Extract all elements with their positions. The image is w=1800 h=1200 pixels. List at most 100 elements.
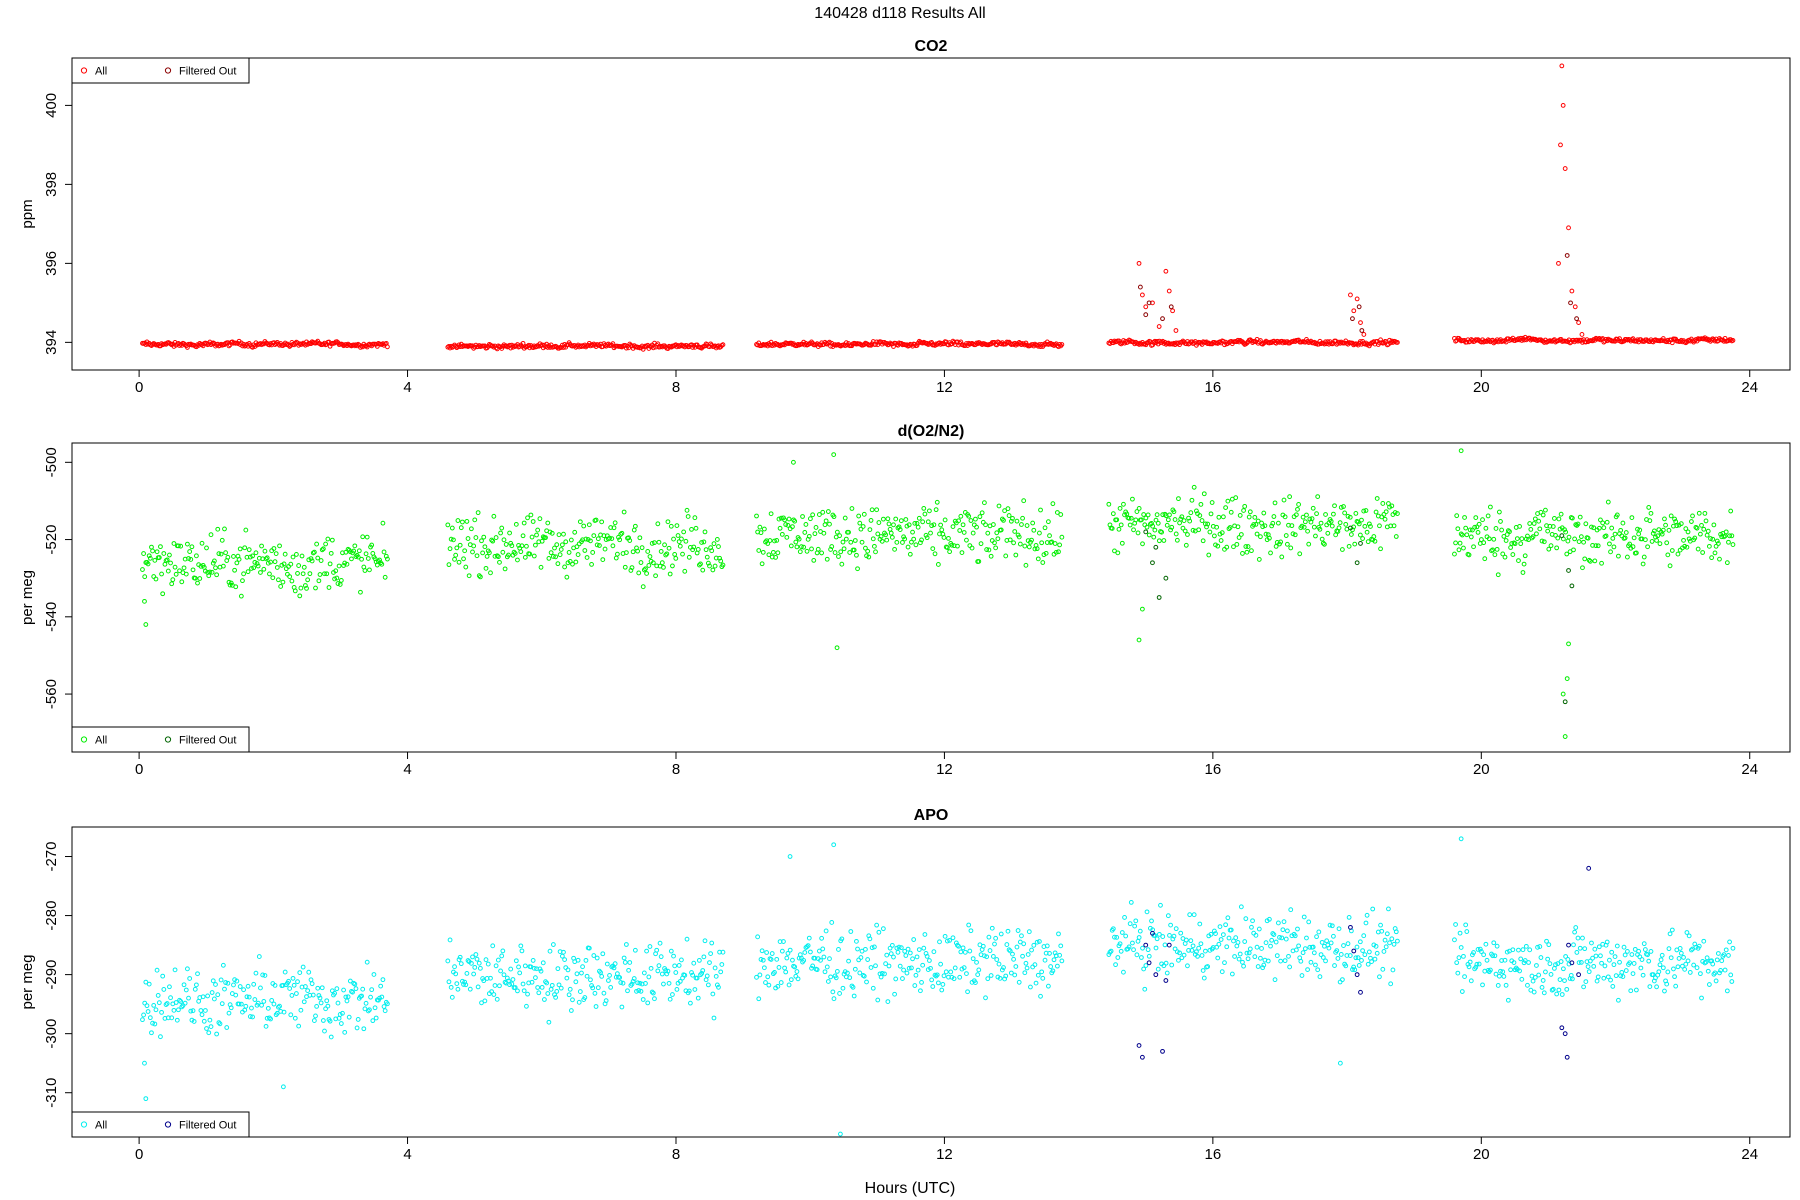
data-point	[310, 992, 316, 998]
data-point	[955, 543, 960, 549]
data-point	[1189, 947, 1195, 953]
data-point	[1015, 928, 1021, 933]
data-point	[1539, 984, 1545, 990]
data-point	[354, 1025, 360, 1031]
data-point	[1339, 977, 1345, 983]
data-point	[1347, 953, 1353, 958]
data-point	[573, 979, 579, 985]
data-point	[1208, 931, 1214, 937]
data-point	[1237, 951, 1243, 957]
data-point	[1328, 518, 1334, 524]
data-point	[1026, 929, 1032, 935]
y-axis-label: ppm	[19, 199, 36, 228]
data-point	[506, 552, 511, 558]
data-point	[1545, 956, 1551, 962]
data-point	[1263, 531, 1269, 537]
data-point	[1145, 512, 1151, 518]
data-point	[1131, 947, 1136, 953]
data-point	[1190, 943, 1196, 949]
data-point	[176, 1007, 181, 1013]
data-point	[1327, 922, 1333, 928]
data-point	[1149, 918, 1154, 924]
data-point	[720, 949, 726, 955]
data-point	[1325, 530, 1331, 536]
y-tick-label: -540	[43, 602, 60, 632]
data-point	[1589, 524, 1594, 530]
data-point	[902, 948, 908, 954]
data-point	[1336, 525, 1342, 531]
data-point	[1550, 986, 1556, 992]
data-point	[1712, 970, 1718, 976]
data-point	[980, 943, 986, 949]
data-point	[1576, 972, 1582, 978]
data-point	[211, 558, 217, 564]
data-point	[536, 990, 542, 996]
data-point	[1673, 519, 1679, 524]
data-point	[985, 976, 991, 982]
data-point	[1491, 536, 1497, 542]
data-point	[574, 544, 580, 550]
data-point	[1007, 537, 1013, 543]
data-point	[653, 573, 658, 579]
data-point	[683, 538, 689, 544]
data-point	[1323, 958, 1328, 964]
data-point	[1523, 943, 1529, 949]
data-point	[761, 965, 767, 971]
data-point	[501, 537, 507, 543]
data-point	[588, 538, 593, 544]
data-point	[1033, 980, 1039, 986]
data-point	[1599, 960, 1604, 966]
data-point	[1298, 958, 1304, 964]
data-point	[813, 525, 819, 530]
data-point	[833, 975, 839, 981]
data-point	[687, 1000, 693, 1006]
data-point	[541, 997, 547, 1002]
data-point	[474, 553, 480, 559]
data-point	[561, 949, 566, 955]
data-point	[509, 981, 515, 987]
data-point	[1057, 952, 1063, 958]
data-point	[904, 970, 910, 976]
data-point	[756, 548, 762, 553]
data-point	[150, 1020, 155, 1026]
data-point	[907, 551, 913, 557]
data-point	[1200, 538, 1206, 544]
data-point	[914, 343, 920, 348]
data-point	[1724, 988, 1730, 994]
data-point	[766, 982, 772, 988]
data-point	[768, 511, 774, 517]
data-point	[1631, 961, 1637, 966]
data-point	[497, 983, 502, 989]
data-point	[1211, 533, 1217, 539]
data-point	[790, 524, 795, 530]
y-tick-label: 398	[43, 172, 60, 197]
data-point	[1137, 928, 1143, 934]
data-point	[156, 1000, 162, 1006]
data-point	[509, 543, 515, 549]
data-point	[622, 343, 628, 348]
data-point	[692, 987, 698, 992]
data-point	[1519, 536, 1525, 542]
data-point	[1530, 978, 1536, 984]
data-point	[253, 550, 259, 556]
data-point	[823, 928, 829, 934]
data-point	[1010, 515, 1015, 521]
data-point	[1519, 976, 1525, 982]
data-point	[704, 554, 710, 560]
data-point	[1571, 942, 1576, 948]
data-point	[1600, 520, 1606, 526]
data-point	[619, 1004, 625, 1010]
data-point	[902, 536, 908, 542]
data-point	[948, 969, 954, 975]
data-point	[926, 508, 932, 514]
data-point	[1159, 529, 1165, 535]
data-point	[1197, 921, 1203, 927]
data-point	[1586, 557, 1592, 563]
data-point	[233, 584, 239, 590]
data-point	[1461, 953, 1466, 959]
data-point	[689, 526, 694, 532]
data-point	[650, 990, 656, 996]
data-point	[1173, 328, 1179, 333]
data-point	[1245, 544, 1251, 549]
data-point	[635, 548, 641, 554]
